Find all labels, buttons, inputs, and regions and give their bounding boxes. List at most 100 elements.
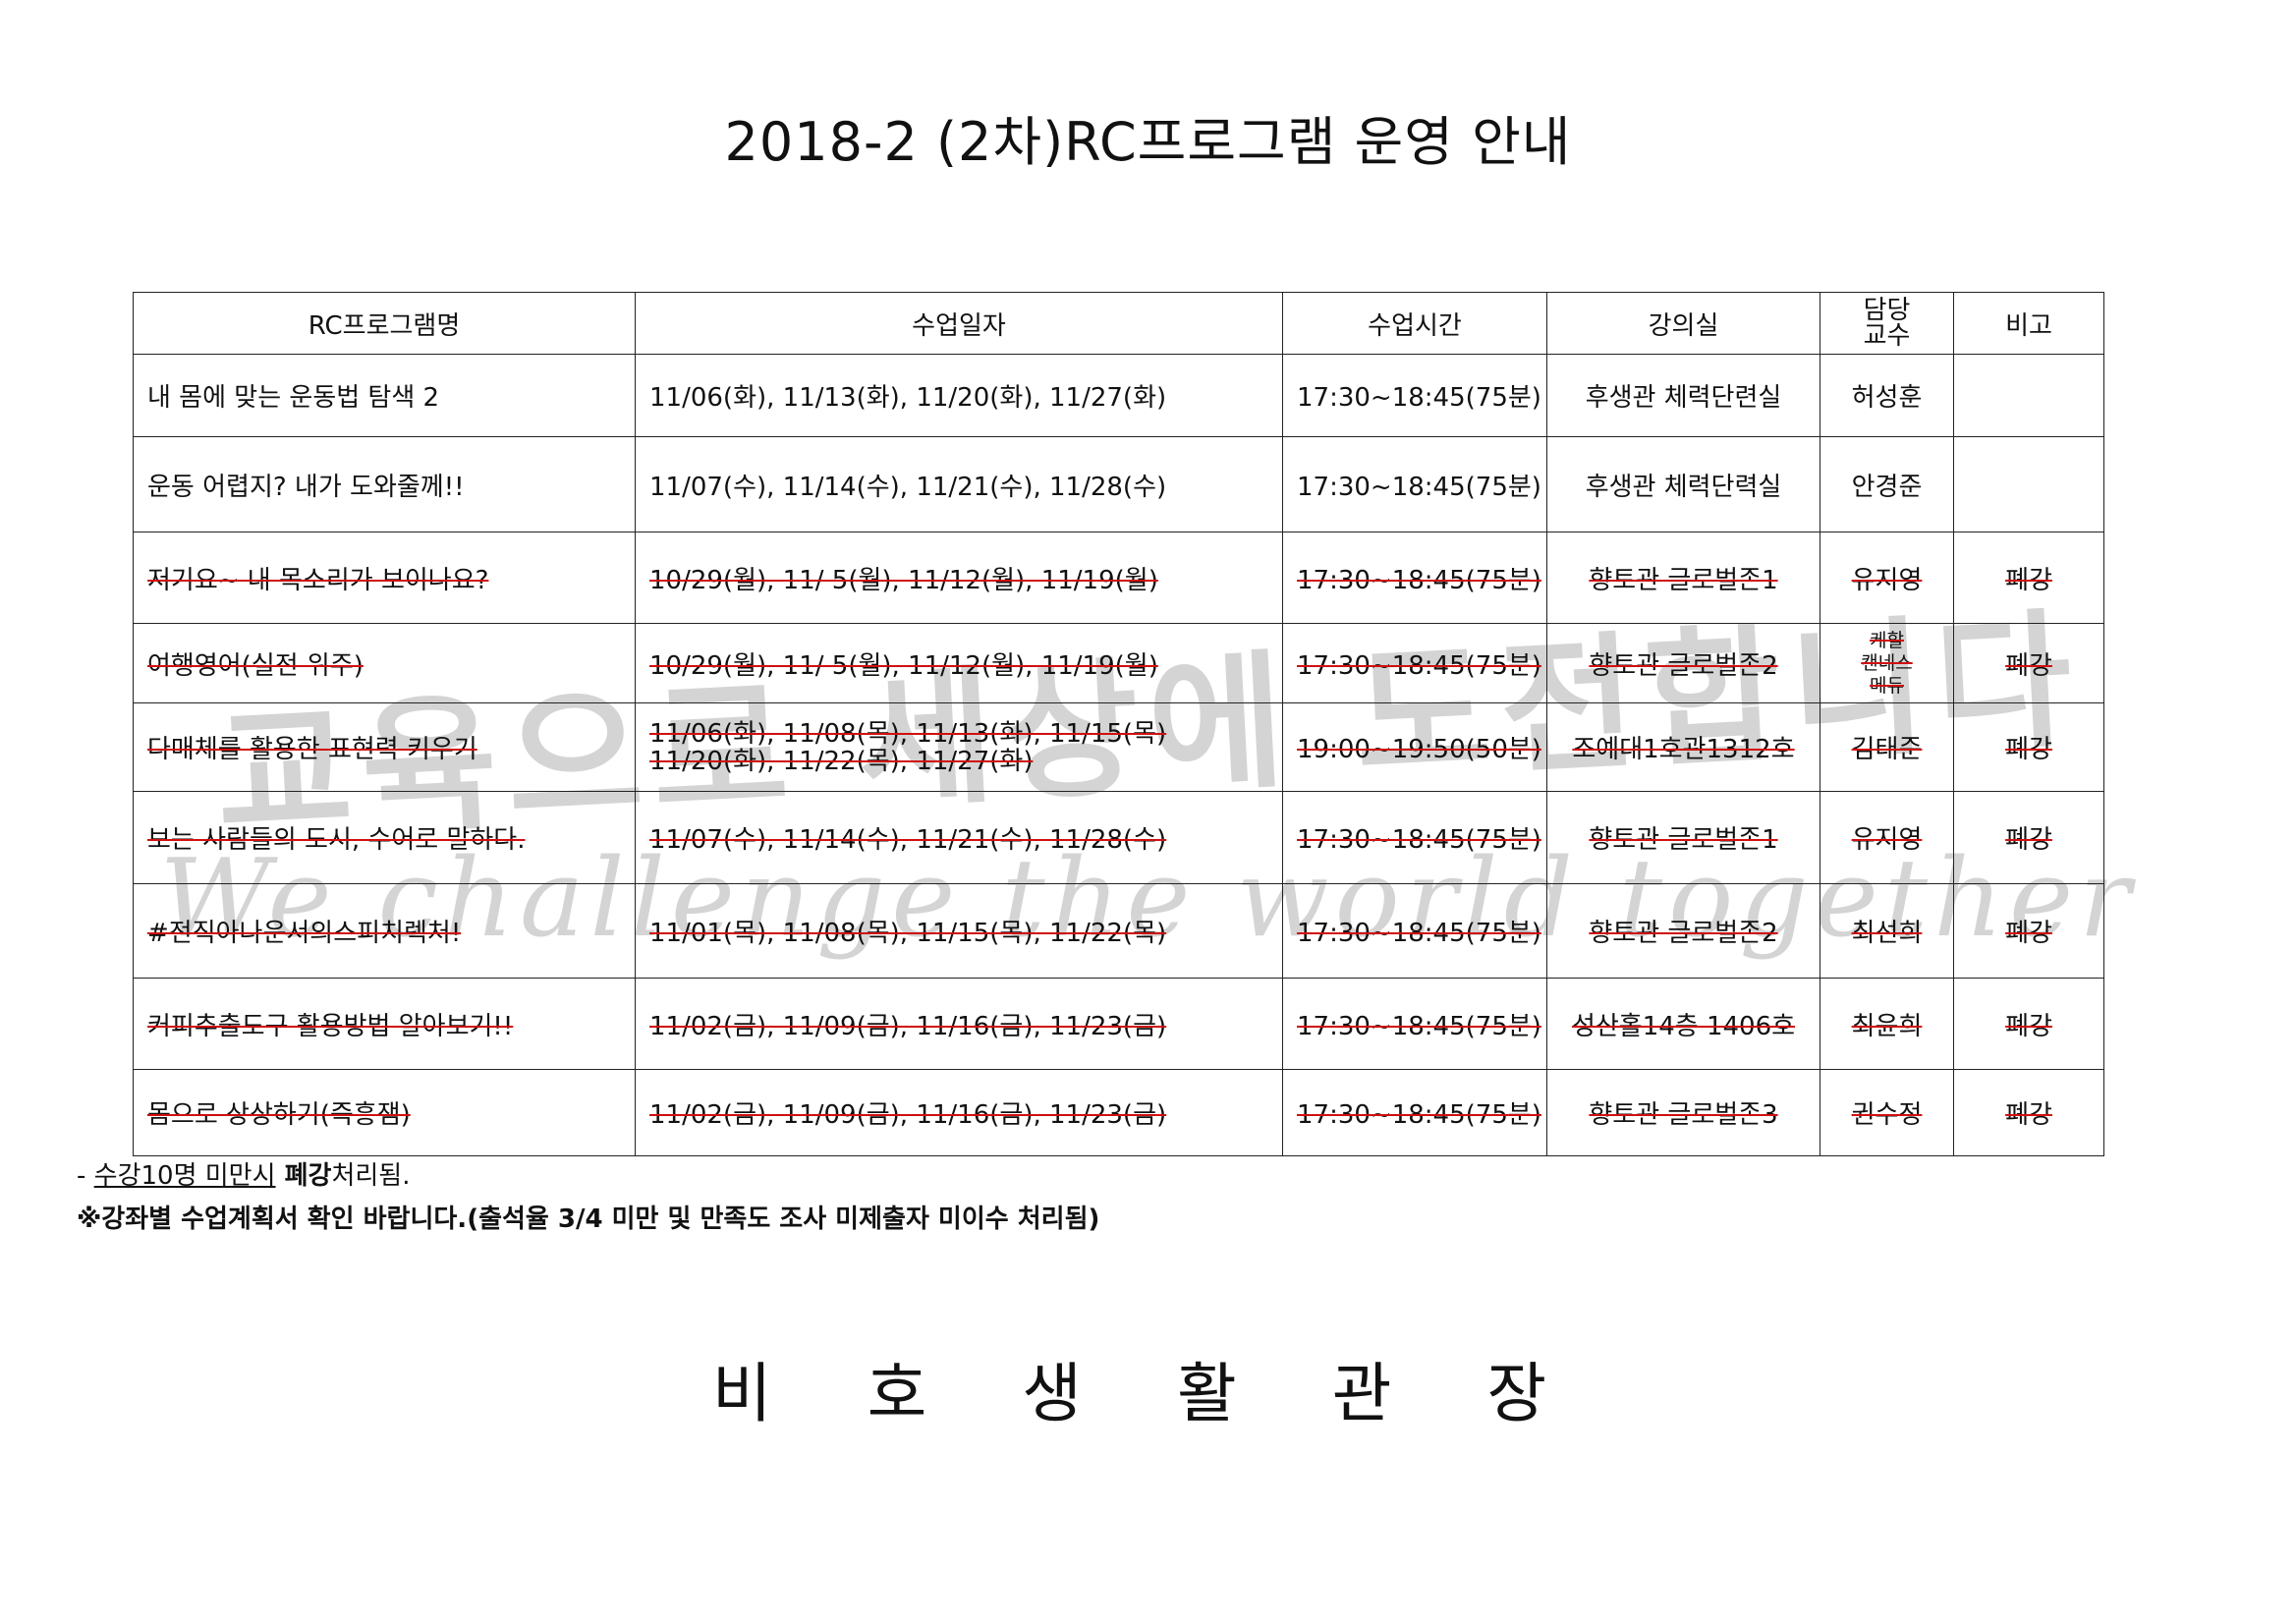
cell-program-name-text: 다매체를 활용한 표현력 키우기 bbox=[147, 735, 477, 764]
cell-remarks: 폐강 bbox=[1953, 978, 2104, 1070]
cell-room-text: 향토관 글로벌존2 bbox=[1589, 919, 1778, 948]
note-suffix: 처리됨. bbox=[331, 1161, 411, 1191]
table-row: 다매체를 활용한 표현력 키우기 11/06(화), 11/08(목), 11/1… bbox=[133, 702, 2104, 792]
table-row: 몸으로 상상하기(즉흥잼) 11/02(금), 11/09(금), 11/16(금… bbox=[133, 1069, 2104, 1156]
table-header-row: RC프로그램명 수업일자 수업시간 강의실 담당 교수 비고 bbox=[133, 292, 2104, 355]
cell-professor: 김태준 bbox=[1820, 702, 1954, 792]
cell-program-name-text: 운동 어렵지? 내가 도와줄께!! bbox=[147, 472, 465, 502]
cell-remarks: 폐강 bbox=[1953, 1069, 2104, 1156]
cell-program-name-text: 저기요~ 내 목소리가 보이나요? bbox=[147, 565, 489, 595]
cell-professor-text: 최선희 bbox=[1851, 919, 1923, 948]
cell-time-text: 19:00~19:50(50분) bbox=[1297, 735, 1541, 764]
cell-time: 17:30~18:45(75분) bbox=[1282, 354, 1547, 437]
cell-time-text: 17:30~18:45(75분) bbox=[1297, 565, 1541, 595]
cell-program-name-text: 내 몸에 맞는 운동법 탐색 2 bbox=[147, 383, 440, 413]
header-professor-line: 담당 bbox=[1863, 296, 1911, 325]
table-row: 보는 사람들의 도시, 수어로 말하다. 11/07(수), 11/14(수), … bbox=[133, 791, 2104, 884]
cell-dates-line: 11/06(화), 11/08(목), 11/13(화), 11/15(목) bbox=[649, 718, 1167, 749]
header-remarks: 비고 bbox=[1953, 292, 2104, 355]
cell-room: 향토관 글로벌존1 bbox=[1546, 532, 1820, 624]
cell-remarks-text: 폐강 bbox=[2005, 1011, 2052, 1041]
cell-room: 향토관 글로벌존1 bbox=[1546, 791, 1820, 884]
rc-program-table: RC프로그램명 수업일자 수업시간 강의실 담당 교수 비고 내 몸에 맞는 운… bbox=[133, 292, 2104, 1156]
cell-dates-text: 11/07(수), 11/14(수), 11/21(수), 11/28(수) bbox=[649, 825, 1167, 855]
cell-program-name-text: 여행영어(실전 위주) bbox=[147, 650, 364, 681]
header-professor-line: 교수 bbox=[1863, 321, 1911, 351]
cell-room: 향토관 글로벌존3 bbox=[1546, 1069, 1820, 1156]
cell-remarks: 폐강 bbox=[1953, 702, 2104, 792]
table-row: #전직아나운서의스피치렉처! 11/01(목), 11/08(목), 11/15(… bbox=[133, 883, 2104, 979]
cell-room: 조예대1호관1312호 bbox=[1546, 702, 1820, 792]
cell-remarks: 폐강 bbox=[1953, 623, 2104, 703]
cell-time: 17:30~18:45(75분) bbox=[1282, 623, 1547, 703]
cell-program-name-text: 커피추출도구 활용방법 알아보기!! bbox=[147, 1011, 514, 1041]
cell-professor: 케할 캔네스 메듀 bbox=[1820, 623, 1954, 703]
cell-time: 17:30~18:45(75분) bbox=[1282, 791, 1547, 884]
cell-dates-text: 11/06(화), 11/13(화), 11/20(화), 11/27(화) bbox=[649, 383, 1167, 413]
cell-professor-text: 허성훈 bbox=[1851, 383, 1923, 413]
note-underlined: 수강10명 미만시 bbox=[93, 1161, 276, 1191]
cell-dates: 10/29(월), 11/ 5(월), 11/12(월), 11/19(월) bbox=[635, 623, 1283, 703]
cell-program-name: 내 몸에 맞는 운동법 탐색 2 bbox=[133, 354, 636, 437]
cell-time: 19:00~19:50(50분) bbox=[1282, 702, 1547, 792]
cell-room: 성산홀14층 1406호 bbox=[1546, 978, 1820, 1070]
cell-professor-text: 최윤희 bbox=[1851, 1011, 1923, 1041]
note-prefix: - bbox=[77, 1161, 94, 1191]
cell-room-text: 향토관 글로벌존1 bbox=[1589, 565, 1778, 595]
cell-remarks-text: 폐강 bbox=[2005, 919, 2052, 948]
cell-dates: 11/02(금), 11/09(금), 11/16(금), 11/23(금) bbox=[635, 1069, 1283, 1156]
cell-remarks-text: 폐강 bbox=[2005, 565, 2052, 595]
cell-remarks-text: 폐강 bbox=[2005, 735, 2052, 764]
header-time: 수업시간 bbox=[1282, 292, 1547, 355]
cell-professor-text: 유지영 bbox=[1851, 825, 1923, 855]
cell-dates-text: 10/29(월), 11/ 5(월), 11/12(월), 11/19(월) bbox=[649, 650, 1158, 681]
cell-program-name: 다매체를 활용한 표현력 키우기 bbox=[133, 702, 636, 792]
cell-remarks: 폐강 bbox=[1953, 532, 2104, 624]
cell-professor: 유지영 bbox=[1820, 791, 1954, 884]
note-syllabus: ※강좌별 수업계획서 확인 바랍니다.(출석율 3/4 미만 및 만족도 조사 … bbox=[77, 1204, 1100, 1234]
cell-professor: 최윤희 bbox=[1820, 978, 1954, 1070]
cell-dates-line: 11/20(화), 11/22(목), 11/27(화) bbox=[649, 746, 1034, 776]
table-row: 커피추출도구 활용방법 알아보기!! 11/02(금), 11/09(금), 11… bbox=[133, 978, 2104, 1070]
cell-dates-text: 11/01(목), 11/08(목), 11/15(목), 11/22(목) bbox=[649, 919, 1167, 948]
cell-dates-text: 10/29(월), 11/ 5(월), 11/12(월), 11/19(월) bbox=[649, 565, 1158, 595]
cell-professor: 허성훈 bbox=[1820, 354, 1954, 437]
cell-program-name: 여행영어(실전 위주) bbox=[133, 623, 636, 703]
cell-dates: 11/02(금), 11/09(금), 11/16(금), 11/23(금) bbox=[635, 978, 1283, 1070]
cell-time: 17:30~18:45(75분) bbox=[1282, 883, 1547, 979]
cell-time-text: 17:30~18:45(75분) bbox=[1297, 383, 1541, 413]
cell-room-text: 향토관 글로벌존3 bbox=[1589, 1100, 1778, 1130]
table-row: 내 몸에 맞는 운동법 탐색 2 11/06(화), 11/13(화), 11/2… bbox=[133, 354, 2104, 437]
cell-time-text: 17:30~18:45(75분) bbox=[1297, 650, 1541, 681]
cell-time-text: 17:30~18:45(75분) bbox=[1297, 919, 1541, 948]
cell-dates: 11/07(수), 11/14(수), 11/21(수), 11/28(수) bbox=[635, 791, 1283, 884]
cell-room-text: 향토관 글로벌존2 bbox=[1589, 650, 1778, 681]
cell-time: 17:30~18:45(75분) bbox=[1282, 978, 1547, 1070]
signature: 비 호 생 활 관 장 bbox=[711, 1356, 1585, 1431]
cell-program-name: 몸으로 상상하기(즉흥잼) bbox=[133, 1069, 636, 1156]
note-cancellation-rule: - 수강10명 미만시 폐강처리됨. bbox=[77, 1155, 410, 1192]
table-row: 저기요~ 내 목소리가 보이나요? 10/29(월), 11/ 5(월), 11/… bbox=[133, 532, 2104, 624]
cell-room: 향토관 글로벌존2 bbox=[1546, 883, 1820, 979]
cell-remarks-text: 폐강 bbox=[2005, 650, 2052, 681]
note-bold: 폐강 bbox=[275, 1161, 332, 1191]
cell-professor: 최선희 bbox=[1820, 883, 1954, 979]
cell-dates: 11/06(화), 11/08(목), 11/13(화), 11/15(목) 11… bbox=[635, 702, 1283, 792]
cell-time-text: 17:30~18:45(75분) bbox=[1297, 472, 1541, 502]
cell-time-text: 17:30~18:45(75분) bbox=[1297, 1100, 1541, 1130]
cell-professor: 권수정 bbox=[1820, 1069, 1954, 1156]
cell-dates: 10/29(월), 11/ 5(월), 11/12(월), 11/19(월) bbox=[635, 532, 1283, 624]
cell-time: 17:30~18:45(75분) bbox=[1282, 532, 1547, 624]
cell-dates: 11/06(화), 11/13(화), 11/20(화), 11/27(화) bbox=[635, 354, 1283, 437]
header-room: 강의실 bbox=[1546, 292, 1820, 355]
cell-room-text: 후생관 체력단력실 bbox=[1585, 472, 1782, 502]
cell-room: 향토관 글로벌존2 bbox=[1546, 623, 1820, 703]
cell-professor-text: 김태준 bbox=[1851, 735, 1923, 764]
cell-room-text: 후생관 체력단련실 bbox=[1585, 383, 1782, 413]
header-professor: 담당 교수 bbox=[1820, 292, 1954, 355]
cell-dates-text: 11/02(금), 11/09(금), 11/16(금), 11/23(금) bbox=[649, 1100, 1167, 1130]
cell-professor: 유지영 bbox=[1820, 532, 1954, 624]
cell-room-text: 조예대1호관1312호 bbox=[1572, 735, 1795, 764]
cell-remarks-text: 폐강 bbox=[2005, 825, 2052, 855]
cell-dates-text: 11/07(수), 11/14(수), 11/21(수), 11/28(수) bbox=[649, 472, 1167, 502]
